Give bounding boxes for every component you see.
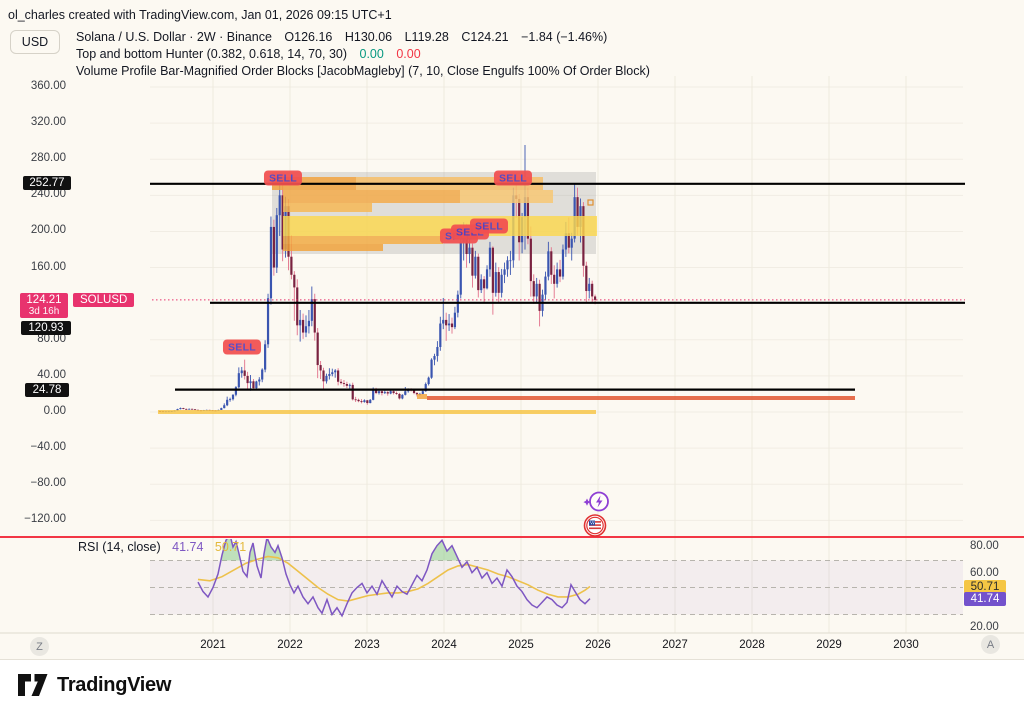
- rsi-axis-label: 60.00: [970, 567, 999, 579]
- time-axis-year-2021: 2021: [200, 639, 226, 651]
- chart-legend: Solana / U.S. Dollar · 2W · Binance O126…: [76, 29, 650, 80]
- indicator1-legend-row[interactable]: Top and bottom Hunter (0.382, 0.618, 14,…: [76, 46, 650, 63]
- rsi-ma-value: 50.71: [214, 540, 247, 554]
- ai-flash-event-icon[interactable]: [582, 490, 612, 519]
- indicator2-legend-row[interactable]: Volume Profile Bar-Magnified Order Block…: [76, 63, 650, 80]
- rsi-legend-row[interactable]: RSI (14, close) 41.74 50.71: [78, 540, 246, 554]
- price-axis-label: 40.00: [37, 368, 66, 381]
- current-price-value: 124.21: [26, 294, 62, 306]
- sell-signal-badge: SELL: [469, 218, 509, 234]
- indicator2-title: Volume Profile Bar-Magnified Order Block…: [76, 64, 650, 78]
- symbol-title: Solana / U.S. Dollar · 2W · Binance: [76, 30, 272, 44]
- rsi-axis-label: 20.00: [970, 621, 999, 633]
- rsi-axis-label: 80.00: [970, 540, 999, 552]
- current-price-badge: 124.21 3d 16h: [20, 293, 68, 318]
- indicator1-value-green: 0.00: [359, 47, 384, 61]
- time-axis-year-2024: 2024: [431, 639, 457, 651]
- chart-area[interactable]: ol_charles created with TradingView.com,…: [0, 0, 1024, 660]
- price-axis-label: 160.00: [30, 260, 66, 273]
- rsi-value: 41.74: [172, 540, 204, 554]
- price-level-badge-upper: 252.77: [23, 176, 71, 190]
- price-axis-label: −40.00: [30, 441, 67, 454]
- timezone-button[interactable]: Z: [30, 637, 49, 656]
- time-axis-year-2026: 2026: [585, 639, 611, 651]
- economic-event-flag-icon[interactable]: [582, 513, 608, 544]
- rsi-ma-badge: 50.71: [964, 580, 1006, 594]
- price-axis-label: −120.00: [24, 513, 66, 526]
- footer-bar: TradingView: [0, 660, 1024, 713]
- time-axis-year-2023: 2023: [354, 639, 380, 651]
- price-axis-label: 0.00: [43, 405, 66, 417]
- chart-canvas[interactable]: [0, 0, 1024, 660]
- rsi-title: RSI (14, close): [78, 540, 161, 554]
- indicator1-title: Top and bottom Hunter (0.382, 0.618, 14,…: [76, 47, 348, 61]
- time-axis-year-2028: 2028: [739, 639, 765, 651]
- price-axis-label: 80.00: [37, 332, 66, 345]
- currency-toggle-button[interactable]: USD: [10, 30, 60, 54]
- tradingview-logo-text: TradingView: [57, 673, 172, 696]
- attribution-text: ol_charles created with TradingView.com,…: [8, 8, 392, 22]
- price-level-badge-low: 120.93: [21, 321, 71, 335]
- price-axis-label: −80.00: [30, 477, 67, 490]
- price-axis-label: 240.00: [30, 188, 66, 201]
- tradingview-logo-icon: [18, 674, 48, 696]
- bar-countdown: 3d 16h: [28, 306, 60, 317]
- time-axis-year-2027: 2027: [662, 639, 688, 651]
- ohlc-low: L119.28: [404, 30, 449, 44]
- ohlc-change: −1.84 (−1.46%): [521, 30, 608, 44]
- price-level-badge-support: 24.78: [25, 383, 69, 397]
- ohlc-open: O126.16: [284, 30, 333, 44]
- sell-signal-badge: SELL: [493, 170, 533, 186]
- price-axis-label: 200.00: [30, 224, 66, 237]
- time-axis-year-2030: 2030: [893, 639, 919, 651]
- symbol-price-label: SOLUSD: [73, 293, 135, 307]
- time-axis-year-2029: 2029: [816, 639, 842, 651]
- price-axis-label: 320.00: [30, 116, 66, 129]
- time-axis-year-2022: 2022: [277, 639, 303, 651]
- time-axis-year-2025: 2025: [508, 639, 534, 651]
- price-axis-label: 280.00: [30, 152, 66, 165]
- sell-signal-badge: SELL: [222, 339, 262, 355]
- axis-settings-button[interactable]: A: [981, 635, 1000, 654]
- rsi-value-badge: 41.74: [964, 592, 1006, 606]
- sell-signal-badge: SELL: [263, 170, 303, 186]
- tradingview-logo[interactable]: TradingView: [18, 673, 171, 697]
- indicator1-value-red: 0.00: [396, 47, 421, 61]
- ohlc-close: C124.21: [461, 30, 509, 44]
- price-axis-label: 360.00: [30, 79, 66, 92]
- ohlc-high: H130.06: [344, 30, 393, 44]
- symbol-legend-row[interactable]: Solana / U.S. Dollar · 2W · Binance O126…: [76, 29, 650, 46]
